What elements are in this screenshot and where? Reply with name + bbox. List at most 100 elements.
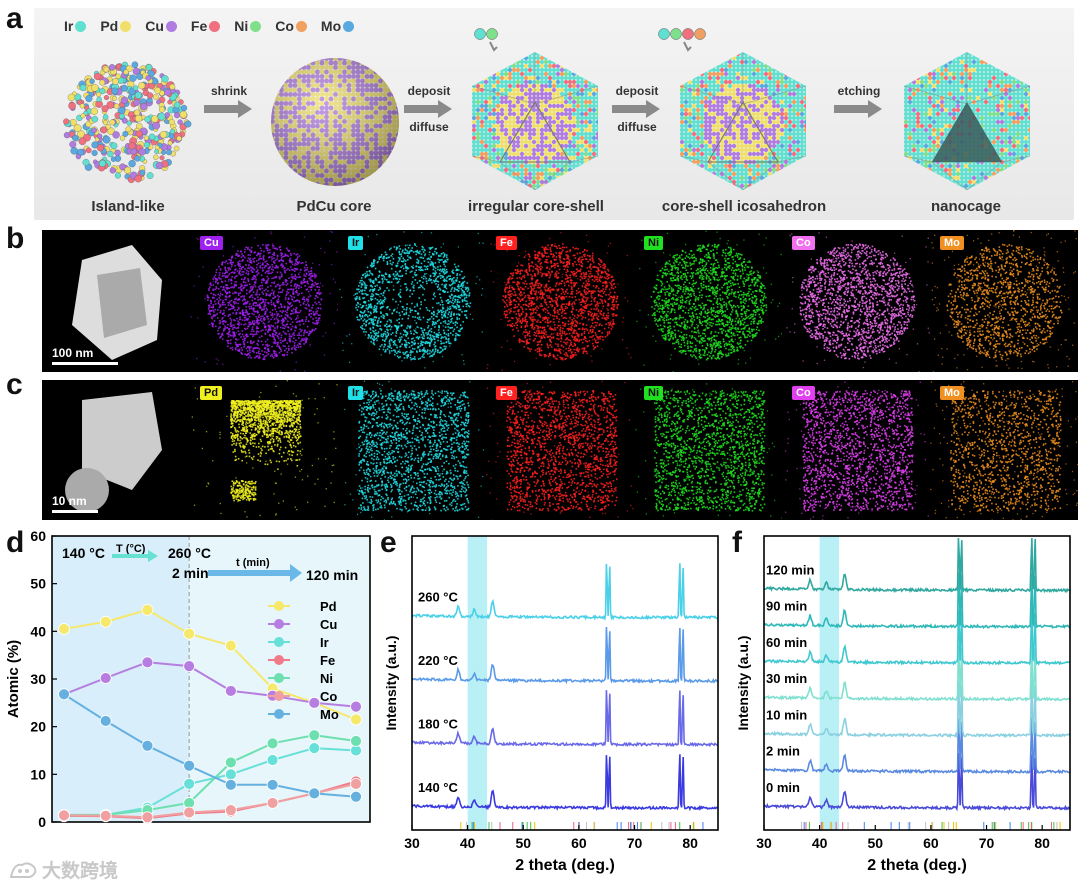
atom	[1011, 55, 1017, 61]
atom	[707, 167, 713, 173]
atom	[939, 67, 945, 73]
atom	[85, 147, 92, 154]
atom	[266, 137, 271, 142]
atom	[579, 107, 585, 113]
atom	[487, 175, 493, 181]
atom	[904, 71, 909, 77]
atom	[567, 119, 573, 125]
atom	[727, 75, 733, 81]
atom	[963, 55, 969, 61]
atom	[991, 139, 997, 145]
atom	[707, 115, 713, 121]
atom	[715, 103, 721, 109]
atom	[571, 63, 577, 69]
atom	[464, 168, 468, 172]
atom	[472, 183, 477, 189]
atom	[1027, 99, 1030, 105]
atom	[271, 87, 275, 93]
atom	[955, 87, 961, 93]
atom	[743, 119, 749, 125]
atom	[743, 79, 749, 85]
atom	[799, 147, 805, 153]
atom	[1032, 60, 1036, 64]
atom	[539, 175, 545, 181]
atom	[731, 52, 737, 53]
atom	[699, 119, 705, 125]
atom	[472, 139, 473, 145]
atom	[947, 83, 953, 89]
atom	[791, 52, 797, 57]
atom	[600, 112, 604, 116]
atom	[771, 179, 777, 185]
atom	[791, 71, 797, 77]
atom	[759, 143, 765, 149]
atom	[487, 95, 493, 101]
atom	[759, 171, 765, 177]
atom	[579, 52, 585, 57]
atom	[672, 120, 676, 124]
atom	[803, 159, 806, 165]
atom	[791, 91, 797, 97]
atom	[595, 147, 598, 153]
atom	[555, 115, 561, 121]
atom	[907, 135, 913, 141]
atom	[487, 59, 493, 65]
atom	[795, 79, 801, 85]
atom	[396, 65, 399, 70]
atom	[559, 83, 565, 89]
atom	[491, 187, 497, 190]
atom	[515, 143, 521, 149]
atom	[703, 143, 709, 149]
atom	[483, 99, 489, 105]
atom	[743, 55, 749, 61]
atom	[472, 75, 473, 81]
atom	[795, 67, 801, 73]
atom	[495, 123, 501, 129]
atom	[687, 175, 693, 181]
atom	[1019, 52, 1025, 57]
atom	[347, 52, 352, 57]
atom	[563, 103, 569, 109]
atom	[551, 119, 557, 125]
atom	[491, 179, 497, 185]
atom	[787, 179, 793, 185]
atom	[771, 63, 777, 69]
atom	[392, 52, 397, 57]
atom	[547, 63, 553, 69]
atom	[373, 65, 379, 70]
atom	[896, 68, 900, 72]
atom	[595, 63, 598, 69]
atom	[112, 95, 118, 101]
atom	[735, 143, 741, 149]
atom	[472, 119, 477, 125]
atom	[919, 55, 925, 61]
atom	[735, 115, 741, 121]
atom	[401, 52, 406, 57]
atom	[759, 127, 765, 133]
atom	[955, 95, 961, 101]
atom	[288, 60, 293, 66]
atom	[475, 91, 481, 97]
atom	[935, 87, 941, 93]
atom	[799, 52, 805, 53]
atom	[759, 55, 765, 61]
atom	[266, 56, 271, 61]
atom	[511, 115, 517, 121]
atom	[563, 183, 569, 189]
atom	[779, 123, 785, 129]
atom	[687, 131, 693, 137]
atom	[951, 111, 957, 117]
atom	[975, 83, 981, 89]
atom	[695, 143, 701, 149]
atom	[787, 123, 793, 129]
atom	[751, 135, 757, 141]
atom	[947, 75, 953, 81]
atom	[378, 58, 383, 61]
atom	[503, 119, 509, 125]
atom	[539, 131, 545, 137]
atom	[571, 155, 577, 161]
atom	[767, 52, 773, 57]
atom	[563, 119, 569, 125]
atom	[723, 147, 729, 153]
atom	[779, 111, 785, 117]
